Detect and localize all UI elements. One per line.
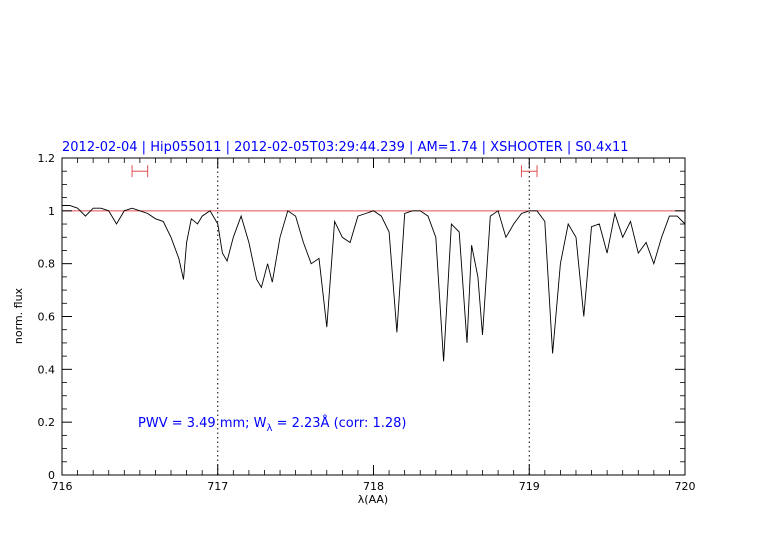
- y-tick-label: 0.6: [38, 311, 56, 324]
- chart-title: 2012-02-04 | Hip055011 | 2012-02-05T03:2…: [62, 140, 629, 155]
- x-tick-label: 719: [519, 480, 540, 493]
- x-tick-label: 718: [363, 480, 384, 493]
- pwv-annotation: PWV = 3.49 mm; Wλ = 2.23Å (corr: 1.28): [138, 415, 407, 434]
- y-axis-label: norm. flux: [12, 287, 25, 344]
- axis-ticks: 716 717 718 719 720 0 0.2 0.4 0.6 0.8 1 1.2: [38, 152, 696, 493]
- x-axis-label: λ(AA): [358, 493, 388, 506]
- pwv-rest: = 2.23Å (corr: 1.28): [272, 415, 406, 431]
- x-tick-label: 717: [207, 480, 228, 493]
- y-tick-label: 0.4: [38, 363, 56, 376]
- y-tick-label: 0.8: [38, 258, 56, 271]
- y-tick-label: 0.2: [38, 416, 56, 429]
- x-tick-label: 720: [675, 480, 696, 493]
- x-tick-label: 716: [52, 480, 73, 493]
- y-tick-label: 1.2: [38, 152, 56, 165]
- pwv-text: PWV = 3.49 mm; W: [138, 416, 267, 431]
- y-tick-label: 1: [48, 205, 55, 218]
- y-tick-label: 0: [48, 469, 55, 482]
- continuum-range-markers: [131, 165, 538, 178]
- pwv-subscript: λ: [267, 423, 273, 434]
- spectrum-line: [62, 205, 686, 362]
